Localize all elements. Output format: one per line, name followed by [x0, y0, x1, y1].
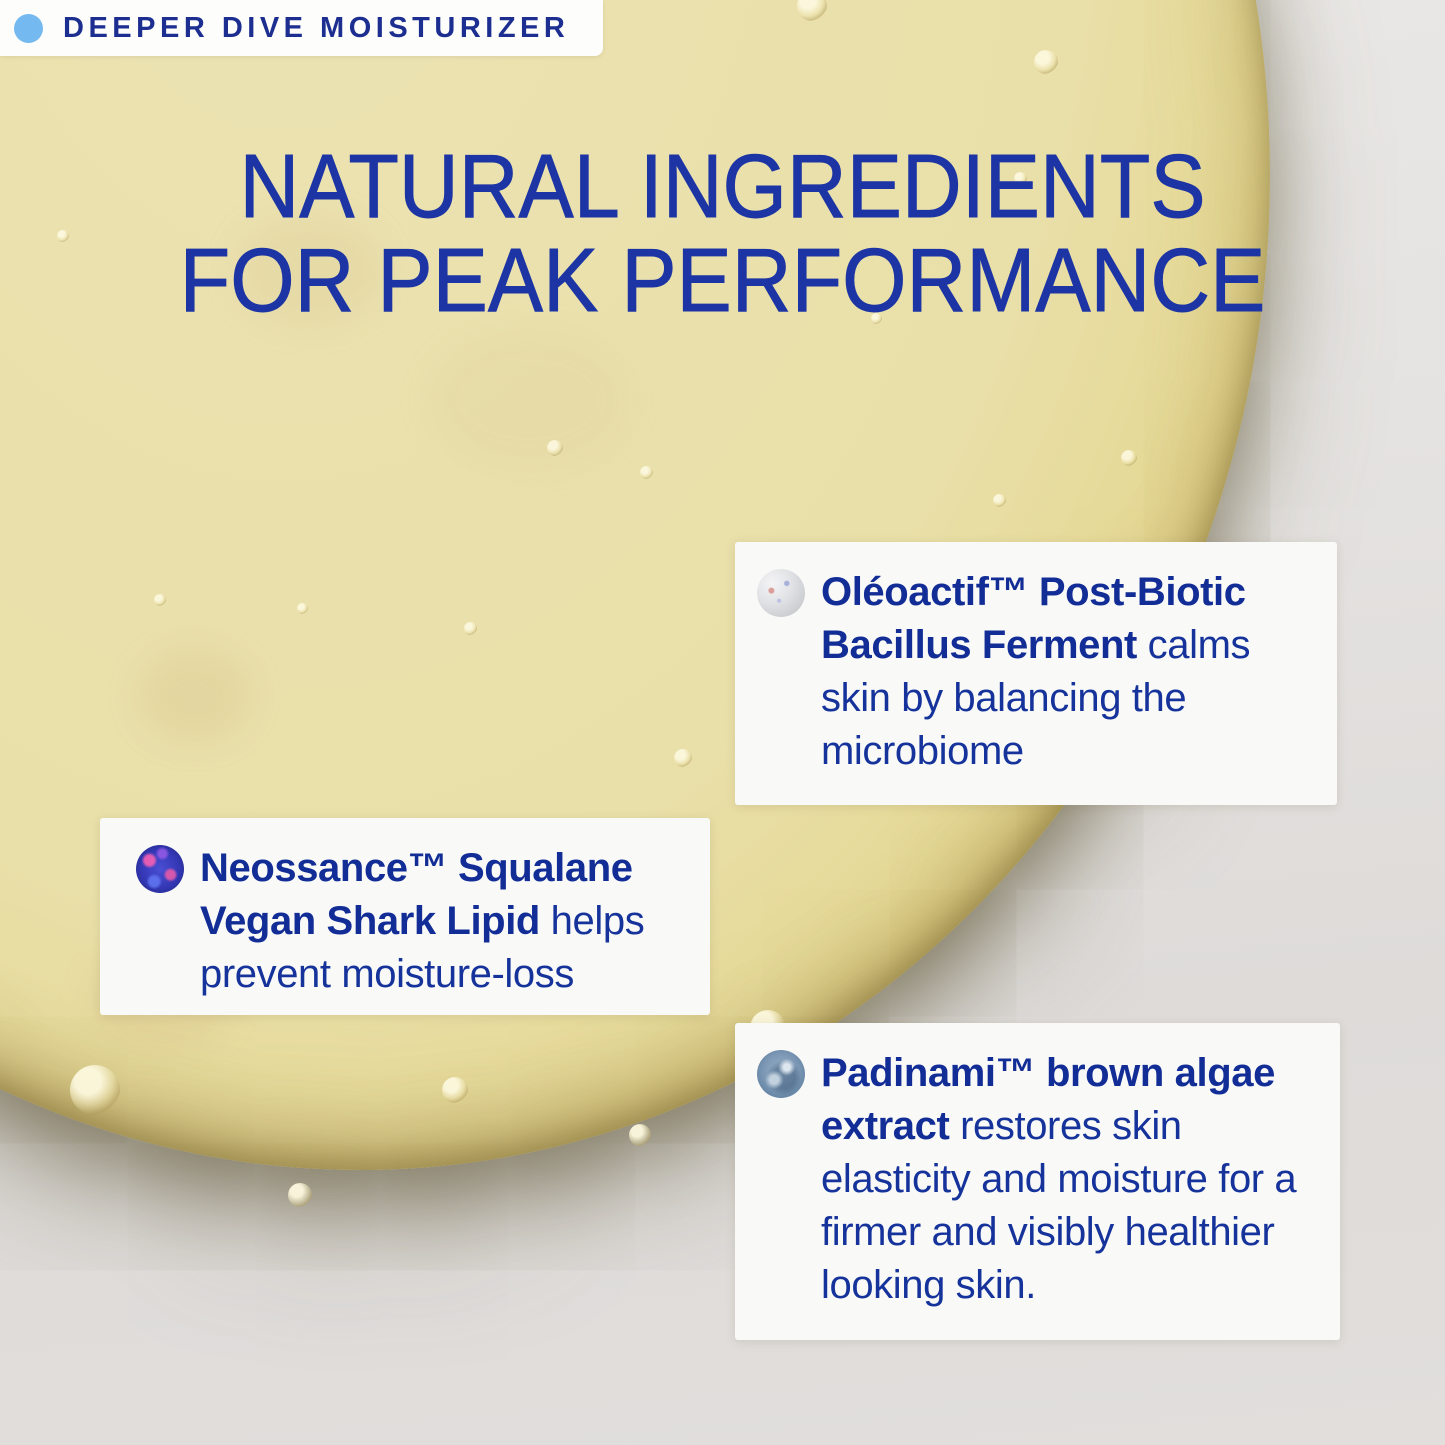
ingredient-card-neossance: Neossance™ Squalane Vegan Shark Lipid he…	[100, 818, 710, 1015]
bacillus-ferment-icon	[757, 569, 805, 617]
ingredient-text: Padinami™ brown algae extract restores s…	[821, 1047, 1322, 1312]
cream-bubble	[464, 622, 477, 635]
ingredient-description: helps prevent moisture-loss	[200, 899, 645, 996]
ingredient-card-padinami: Padinami™ brown algae extract restores s…	[735, 1023, 1340, 1340]
cream-bubble	[871, 313, 882, 324]
cream-bubble	[993, 494, 1006, 507]
cream-bubble	[297, 603, 308, 614]
brown-algae-icon	[757, 1050, 805, 1098]
cream-bubble	[674, 749, 692, 767]
cream-bubble	[154, 594, 166, 606]
cream-bubble	[442, 1077, 468, 1103]
cream-bubble	[57, 230, 69, 242]
cream-bubble	[797, 0, 827, 21]
cream-smudge	[140, 650, 250, 740]
product-name: DEEPER DIVE MOISTURIZER	[63, 11, 570, 44]
cream-bubble	[547, 440, 563, 456]
ingredient-description: calms skin by balancing the microbiome	[821, 623, 1251, 773]
cream-smudge	[235, 215, 385, 325]
cream-bubble	[70, 1065, 120, 1115]
ingredient-text: Neossance™ Squalane Vegan Shark Lipid he…	[200, 842, 692, 1001]
cream-bubble	[1121, 450, 1137, 466]
ingredient-name: Neossance™ Squalane Vegan Shark Lipid	[200, 846, 633, 943]
product-badge: DEEPER DIVE MOISTURIZER	[0, 0, 604, 56]
cream-bubble	[288, 1183, 312, 1207]
page-title-line2: FOR PEAK PERFORMANCE	[179, 231, 1266, 331]
badge-dot-icon	[14, 13, 43, 43]
cream-bubble	[1034, 50, 1058, 74]
ingredient-text: Oléoactif™ Post-Biotic Bacillus Ferment …	[821, 566, 1319, 778]
cream-bubble	[629, 1124, 651, 1146]
ingredient-description: restores skin elasticity and moisture fo…	[821, 1104, 1297, 1307]
squalane-lipid-icon	[136, 845, 184, 893]
ingredient-name: Padinami™ brown algae extract	[821, 1051, 1275, 1148]
cream-smudge	[430, 330, 630, 470]
cream-bubble	[640, 466, 653, 479]
page-title-line1: NATURAL INGREDIENTS	[239, 137, 1206, 237]
ingredient-name: Oléoactif™ Post-Biotic Bacillus Ferment	[821, 570, 1246, 667]
page-title: NATURAL INGREDIENTS FOR PEAK PERFORMANCE	[0, 137, 1445, 331]
ingredient-card-oleoactif: Oléoactif™ Post-Biotic Bacillus Ferment …	[735, 542, 1337, 805]
cream-bubble	[1014, 172, 1027, 185]
